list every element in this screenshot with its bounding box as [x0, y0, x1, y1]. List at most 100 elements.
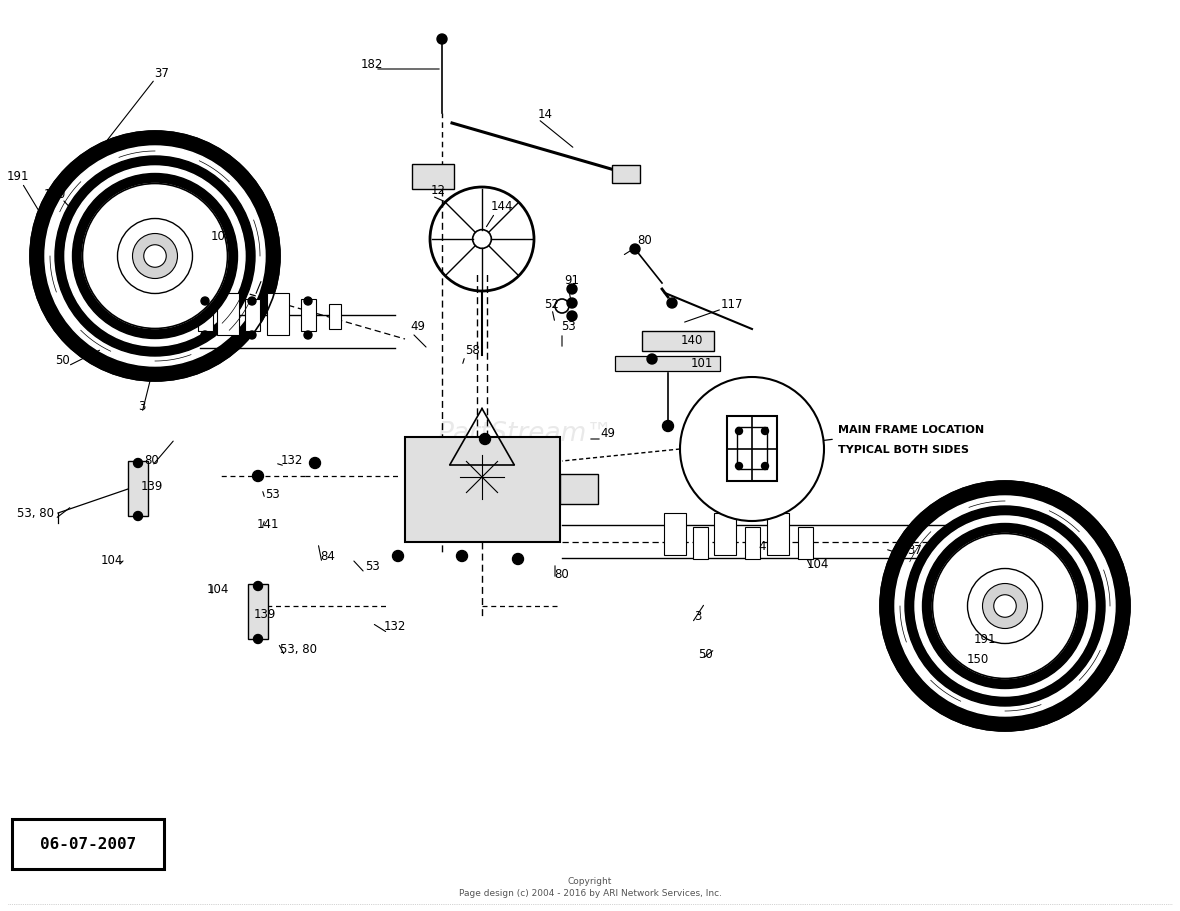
Text: 49: 49 [411, 320, 426, 333]
Circle shape [248, 298, 256, 306]
Text: 104: 104 [211, 230, 234, 243]
Bar [405, 437, 559, 542]
Text: 150: 150 [966, 653, 989, 666]
Circle shape [994, 595, 1016, 618]
Text: 182: 182 [361, 57, 384, 70]
Circle shape [761, 463, 768, 470]
Text: 117: 117 [721, 297, 743, 310]
Circle shape [55, 157, 255, 356]
Text: 140: 140 [681, 333, 703, 346]
Circle shape [923, 524, 1088, 689]
Circle shape [932, 534, 1077, 679]
Circle shape [568, 284, 577, 294]
Bar [738, 427, 767, 469]
Text: PartStream™: PartStream™ [437, 421, 612, 446]
Text: 80: 80 [637, 233, 653, 246]
Circle shape [254, 582, 262, 591]
Circle shape [437, 35, 447, 45]
Bar [693, 527, 708, 559]
Text: 53: 53 [264, 487, 280, 500]
Text: 53: 53 [365, 560, 380, 573]
Bar [559, 475, 597, 505]
Text: 104: 104 [206, 583, 229, 596]
Circle shape [133, 512, 143, 521]
Text: Page design (c) 2004 - 2016 by ARI Network Services, Inc.: Page design (c) 2004 - 2016 by ARI Netwo… [459, 888, 721, 897]
Bar [412, 165, 454, 189]
Circle shape [680, 377, 824, 521]
Bar [12, 819, 164, 869]
Circle shape [304, 298, 312, 306]
Circle shape [144, 245, 166, 268]
Circle shape [83, 184, 228, 329]
Circle shape [512, 554, 524, 565]
Text: 144: 144 [491, 200, 513, 213]
Circle shape [630, 245, 640, 255]
Circle shape [304, 332, 312, 340]
Bar [642, 332, 714, 352]
Circle shape [254, 635, 262, 644]
Circle shape [65, 167, 245, 346]
Circle shape [667, 299, 677, 309]
Bar [267, 293, 289, 335]
Bar [664, 514, 686, 556]
Circle shape [735, 428, 742, 435]
Text: 37: 37 [907, 543, 923, 556]
Text: 12: 12 [431, 183, 446, 196]
Circle shape [45, 147, 266, 366]
Bar [301, 300, 315, 332]
Text: 3: 3 [138, 400, 145, 413]
Bar [798, 527, 813, 559]
Text: MAIN FRAME LOCATION: MAIN FRAME LOCATION [838, 425, 984, 435]
Text: 139: 139 [254, 607, 276, 619]
Bar [612, 166, 640, 184]
Text: 49: 49 [601, 427, 616, 440]
Circle shape [735, 463, 742, 470]
Circle shape [30, 132, 280, 382]
Bar [767, 514, 789, 556]
Circle shape [914, 517, 1095, 696]
Text: 91: 91 [564, 273, 579, 286]
Circle shape [568, 312, 577, 322]
Circle shape [457, 551, 467, 562]
Circle shape [905, 507, 1104, 706]
Text: 53, 80: 53, 80 [17, 507, 53, 520]
Circle shape [201, 298, 209, 306]
Circle shape [253, 471, 263, 482]
Bar [615, 356, 720, 372]
Text: 80: 80 [145, 453, 159, 466]
Text: 191: 191 [974, 633, 996, 646]
Text: 50: 50 [54, 353, 70, 366]
Text: 141: 141 [257, 517, 280, 530]
Bar [217, 293, 240, 335]
Bar [329, 304, 341, 330]
Text: Copyright: Copyright [568, 876, 612, 885]
Bar [714, 514, 736, 556]
Text: 139: 139 [140, 480, 163, 493]
Circle shape [983, 584, 1028, 629]
Bar [248, 584, 268, 640]
Text: 132: 132 [384, 619, 406, 633]
Text: 58: 58 [465, 343, 479, 356]
Bar [745, 527, 760, 559]
Circle shape [662, 421, 674, 432]
Text: 50: 50 [697, 647, 713, 660]
Circle shape [761, 428, 768, 435]
Circle shape [880, 482, 1130, 732]
Text: 52: 52 [544, 297, 559, 310]
Bar [244, 300, 260, 332]
Text: 4: 4 [759, 540, 766, 553]
Text: 37: 37 [155, 67, 170, 80]
Circle shape [248, 332, 256, 340]
Circle shape [479, 434, 491, 445]
Text: 132: 132 [281, 453, 303, 466]
Circle shape [647, 354, 657, 364]
Text: TYPICAL BOTH SIDES: TYPICAL BOTH SIDES [838, 445, 969, 455]
Text: 104: 104 [807, 557, 830, 570]
Circle shape [393, 551, 404, 562]
Circle shape [133, 459, 143, 468]
Circle shape [309, 458, 321, 469]
Text: 84: 84 [321, 550, 335, 563]
Circle shape [132, 234, 177, 279]
Bar [127, 462, 148, 517]
Circle shape [201, 332, 209, 340]
